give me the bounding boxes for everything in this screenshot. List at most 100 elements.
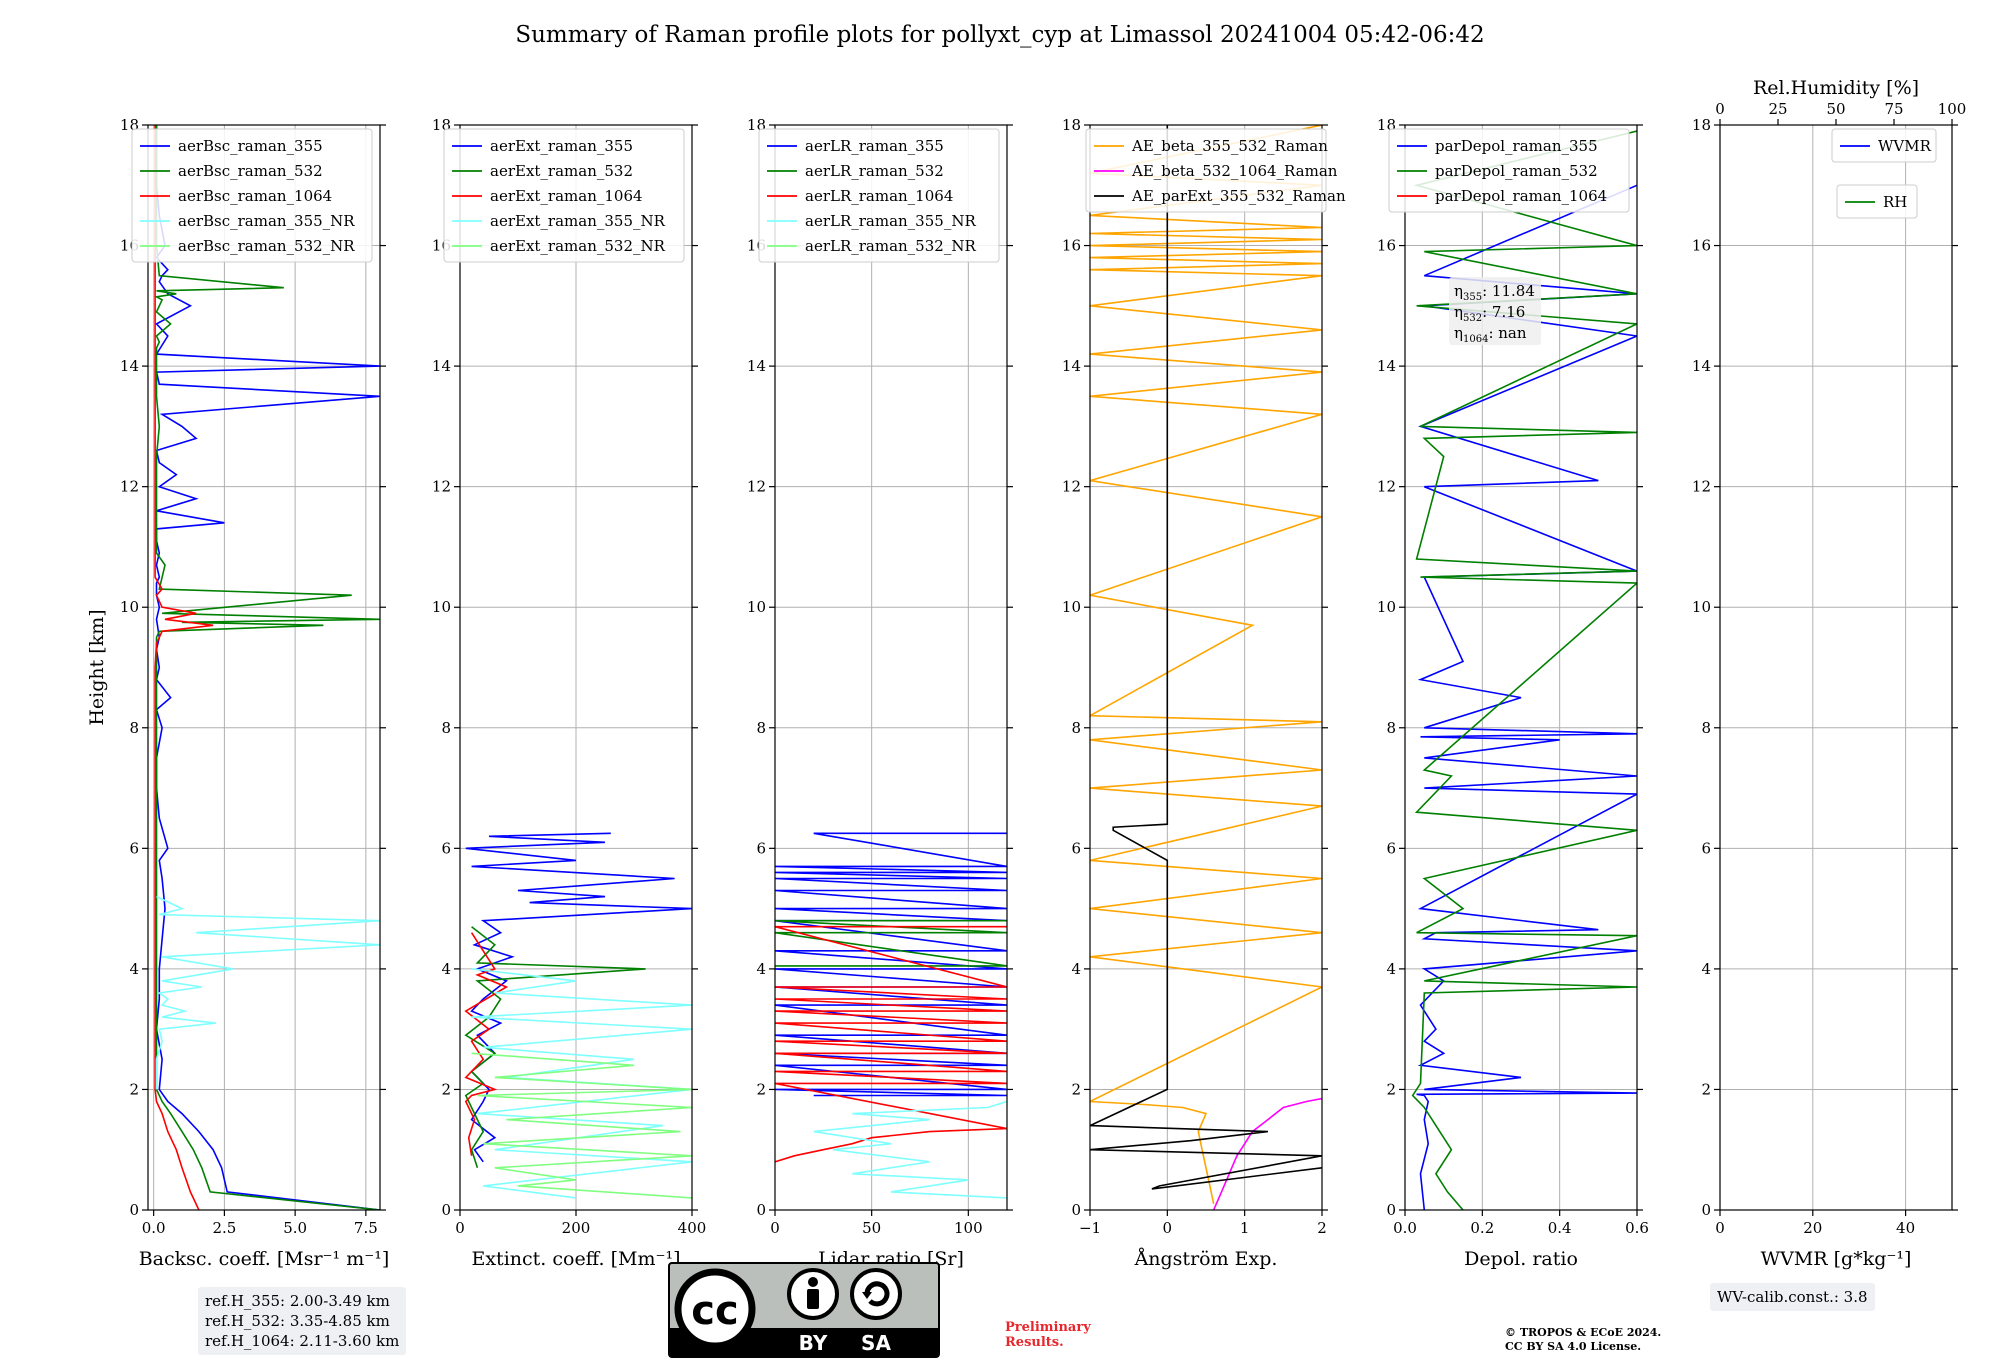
axes-frame (147, 124, 381, 1211)
by-label: BY (799, 1331, 828, 1355)
series-AE_parExt_355_532_Raman (1090, 125, 1322, 1190)
legend-label: aerBsc_raman_532_NR (178, 237, 355, 255)
legend-label: AE_parExt_355_532_Raman (1131, 187, 1346, 205)
copyright-note: © TROPOS & ECoE 2024. CC BY SA 4.0 Licen… (1505, 1326, 1661, 1354)
y-tick-label: 6 (756, 839, 766, 857)
legend-label: aerExt_raman_532 (490, 162, 633, 180)
y-tick-label: 6 (441, 839, 451, 857)
y-tick-label: 10 (1692, 598, 1711, 616)
y-tick-label: 14 (120, 357, 139, 375)
y-tick-label: 8 (756, 719, 766, 737)
eta-annotation-line: η532: 7.16 (1454, 303, 1525, 324)
series-aerBsc_raman_532 (154, 125, 380, 1210)
cc-by-sa-badge: cc BY SA (668, 1262, 940, 1358)
y-tick-label: 6 (1386, 839, 1396, 857)
preliminary-line-2: Results. (1005, 1335, 1064, 1350)
y-tick-label: 14 (432, 357, 451, 375)
x-tick-label: 0.0 (142, 1219, 166, 1237)
legend-label: aerExt_raman_355_NR (490, 212, 666, 230)
legend-label: aerBsc_raman_532 (178, 162, 323, 180)
y-tick-label: 4 (129, 960, 139, 978)
series-aerBsc_raman_355_NR (155, 895, 380, 1090)
legend-label: aerBsc_raman_355 (178, 137, 323, 155)
legend-label: aerLR_raman_355 (805, 137, 944, 155)
legend-label: aerLR_raman_532 (805, 162, 944, 180)
y-tick-label: 2 (441, 1080, 451, 1098)
y-tick-label: 14 (747, 357, 766, 375)
cc-logo-icon (674, 1268, 756, 1350)
y-tick-label: 12 (1062, 478, 1081, 496)
axes-frame (1404, 124, 1638, 1211)
eta-annotation-line: η355: 11.84 (1454, 282, 1535, 303)
y-tick-label: 18 (1692, 116, 1711, 134)
y-tick-label: 0 (756, 1201, 766, 1219)
x-tick-label: 0 (770, 1219, 780, 1237)
copyright-line-2: CC BY SA 4.0 License. (1505, 1340, 1642, 1353)
x-tick-label: 40 (1896, 1219, 1915, 1237)
y-tick-label: 12 (120, 478, 139, 496)
sa-share-icon (850, 1268, 902, 1320)
legend-box (1388, 128, 1630, 213)
x2-tick-label: 0 (1715, 100, 1725, 118)
y-tick-label: 0 (1071, 1201, 1081, 1219)
y-tick-label: 12 (747, 478, 766, 496)
y-tick-label: 8 (1071, 719, 1081, 737)
legend-label: parDepol_raman_1064 (1435, 187, 1607, 205)
y-tick-label: 0 (1386, 1201, 1396, 1219)
y-tick-label: 6 (1071, 839, 1081, 857)
legend-label: AE_beta_532_1064_Raman (1131, 162, 1338, 180)
x2-axis-label: Rel.Humidity [%] (1753, 77, 1919, 99)
series-AE_beta_355_532_Raman (1090, 125, 1322, 1205)
legend-label: aerLR_raman_355_NR (805, 212, 976, 230)
x-tick-label: 2.5 (212, 1219, 236, 1237)
x-tick-label: 0 (1715, 1219, 1725, 1237)
preliminary-note: Preliminary Results. (1005, 1320, 1091, 1350)
legend-label: aerLR_raman_1064 (805, 187, 953, 205)
legend-label: WVMR (1878, 137, 1932, 155)
x-tick-label: 100 (954, 1219, 983, 1237)
ref-height-355: ref.H_355: 2.00-3.49 km (205, 1292, 390, 1310)
legend-rh-label: RH (1883, 193, 1907, 211)
y-tick-label: 4 (1071, 960, 1081, 978)
x-tick-label: 0.2 (1470, 1219, 1494, 1237)
y-tick-label: 10 (747, 598, 766, 616)
x-tick-label: 0.6 (1625, 1219, 1649, 1237)
y-tick-label: 8 (1701, 719, 1711, 737)
x-axis-label: Extinct. coeff. [Mm⁻¹] (471, 1248, 680, 1270)
x2-tick-label: 100 (1938, 100, 1967, 118)
axes-frame (1089, 124, 1323, 1211)
x-tick-label: 0 (455, 1219, 465, 1237)
x-axis-label: Depol. ratio (1464, 1248, 1578, 1270)
x-tick-label: 0 (1163, 1219, 1173, 1237)
y-tick-label: 12 (432, 478, 451, 496)
y-tick-label: 10 (1062, 598, 1081, 616)
legend-box (131, 128, 373, 263)
legend-label: aerLR_raman_532_NR (805, 237, 976, 255)
y-tick-label: 18 (1062, 116, 1081, 134)
x-tick-label: 20 (1803, 1219, 1822, 1237)
series-aerExt_raman_532 (464, 926, 646, 1169)
y-tick-label: 12 (1377, 478, 1396, 496)
sa-label: SA (861, 1331, 891, 1355)
x-axis-label: Backsc. coeff. [Msr⁻¹ m⁻¹] (139, 1248, 390, 1270)
series-aerLR_raman_532 (775, 919, 1007, 967)
y-tick-label: 0 (129, 1201, 139, 1219)
y-tick-label: 16 (1377, 237, 1396, 255)
eta-annotation-line: η1064: nan (1454, 324, 1527, 345)
y-tick-label: 8 (441, 719, 451, 737)
reference-height-box: ref.H_355: 2.00-3.49 km ref.H_532: 3.35-… (198, 1287, 407, 1355)
x2-tick-label: 50 (1826, 100, 1845, 118)
copyright-line-1: © TROPOS & ECoE 2024. (1505, 1326, 1662, 1339)
series-aerExt_raman_1064 (464, 932, 509, 1156)
x-axis-label: Ångström Exp. (1134, 1248, 1278, 1270)
x-tick-label: 7.5 (354, 1219, 378, 1237)
legend-label: aerBsc_raman_355_NR (178, 212, 355, 230)
y-tick-label: 2 (1386, 1080, 1396, 1098)
y-tick-label: 2 (129, 1080, 139, 1098)
legend-label: aerBsc_raman_1064 (178, 187, 332, 205)
x-tick-label: 0.4 (1548, 1219, 1572, 1237)
